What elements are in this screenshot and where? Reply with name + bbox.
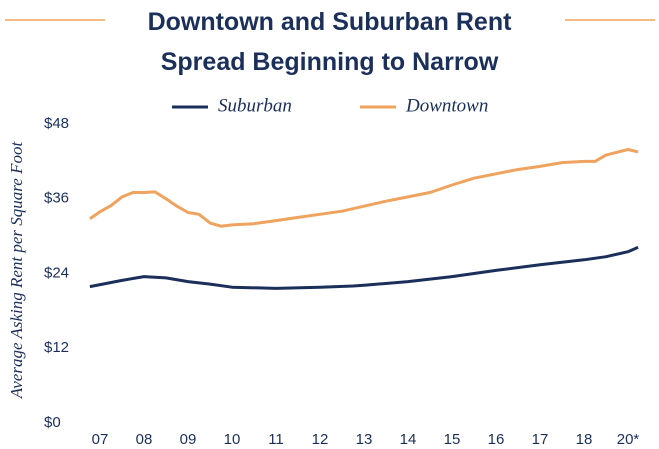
x-tick-label: 16 [488, 431, 505, 448]
x-tick-label: 11 [268, 431, 284, 448]
x-tick-label: 08 [136, 431, 153, 448]
legend-label: Downtown [405, 95, 488, 116]
x-tick-label: 14 [400, 431, 417, 448]
x-tick-label: 09 [180, 431, 197, 448]
legend-label: Suburban [218, 95, 292, 116]
y-tick-label: $0 [44, 414, 61, 431]
x-tick-label: 12 [312, 431, 329, 448]
x-tick-label: 10 [224, 431, 241, 448]
y-tick-label: $24 [44, 264, 69, 281]
y-tick-label: $36 [44, 190, 69, 207]
y-axis-label: Average Asking Rent per Square Foot [7, 141, 26, 400]
x-tick-label: 18 [576, 431, 593, 448]
y-tick-label: $48 [44, 115, 69, 132]
series-line [89, 148, 639, 228]
y-tick-label: $12 [44, 339, 69, 356]
series-line [89, 245, 639, 290]
x-tick-label: 13 [356, 431, 373, 448]
x-tick-label: 15 [444, 431, 461, 448]
x-tick-label: 07 [92, 431, 109, 448]
x-tick-label: 17 [532, 431, 549, 448]
chart-title: Downtown and Suburban Rent Spread Beginn… [147, 8, 512, 76]
x-tick-label: 20* [617, 431, 640, 448]
